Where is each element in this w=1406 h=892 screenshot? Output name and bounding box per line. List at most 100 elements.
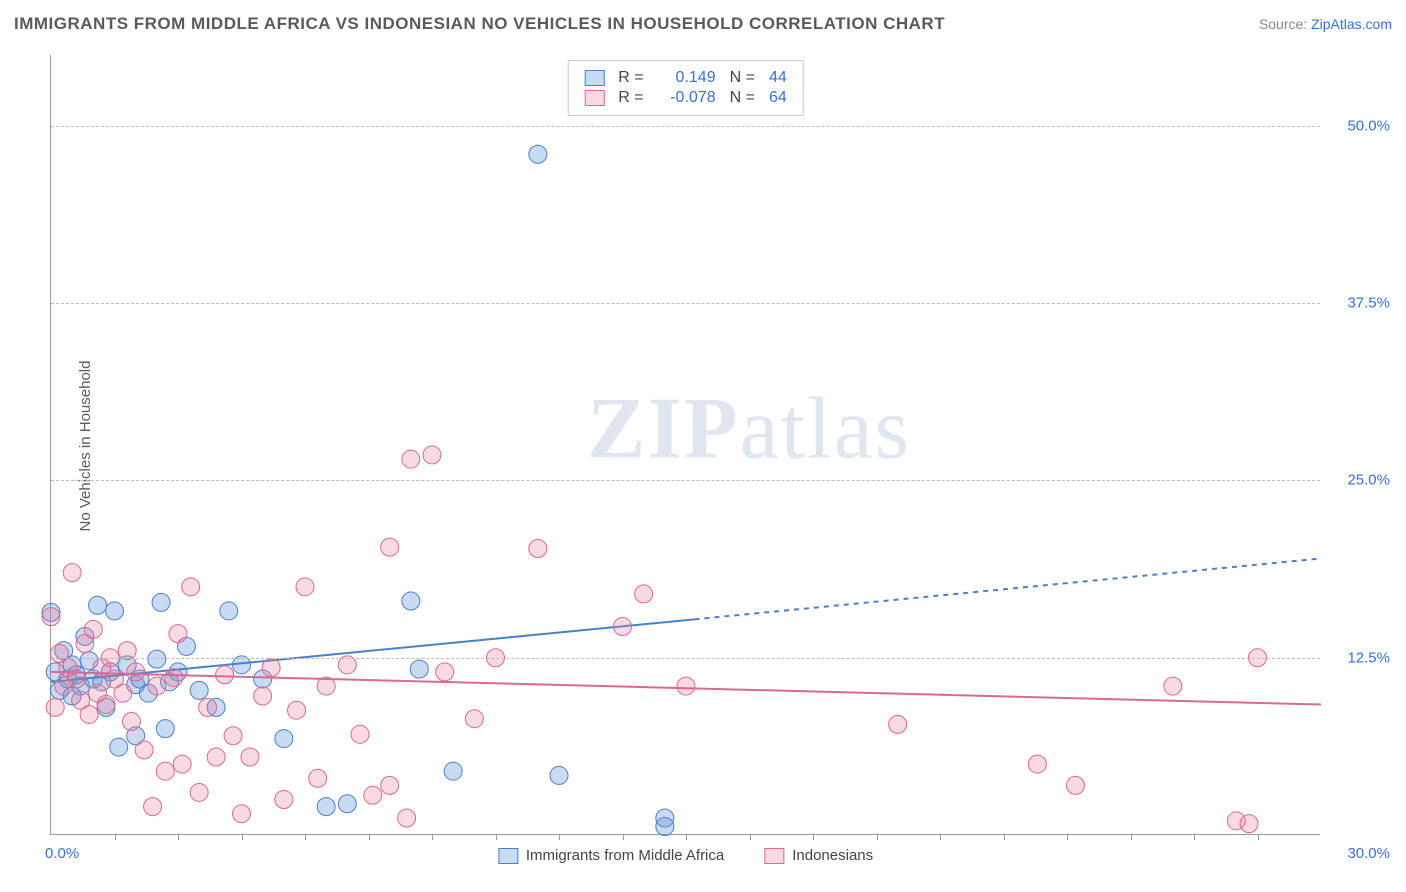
source: Source: ZipAtlas.com: [1259, 16, 1392, 32]
data-point: [262, 659, 280, 677]
x-tick: [432, 834, 433, 840]
data-point: [550, 766, 568, 784]
data-point: [122, 713, 140, 731]
data-point: [233, 805, 251, 823]
x-tick: [1131, 834, 1132, 840]
trend-line-dashed: [694, 558, 1321, 619]
data-point: [529, 145, 547, 163]
data-point: [220, 602, 238, 620]
x-tick: [1004, 834, 1005, 840]
gridline: [51, 126, 1320, 127]
data-point: [889, 715, 907, 733]
gridline: [51, 658, 1320, 659]
data-point: [1240, 815, 1258, 833]
x-tick: [1067, 834, 1068, 840]
x-tick: [877, 834, 878, 840]
data-point: [84, 620, 102, 638]
data-point: [529, 540, 547, 558]
x-tick: [305, 834, 306, 840]
data-point: [444, 762, 462, 780]
data-point: [80, 705, 98, 723]
data-point: [423, 446, 441, 464]
data-point: [110, 738, 128, 756]
data-point: [114, 684, 132, 702]
data-point: [402, 592, 420, 610]
legend-series: Immigrants from Middle Africa Indonesian…: [498, 847, 873, 864]
chart-svg: [51, 55, 1321, 835]
data-point: [156, 762, 174, 780]
data-point: [402, 450, 420, 468]
data-point: [436, 663, 454, 681]
gridline: [51, 480, 1320, 481]
data-point: [127, 663, 145, 681]
swatch-series-b: [584, 90, 604, 106]
chart-title: IMMIGRANTS FROM MIDDLE AFRICA VS INDONES…: [14, 14, 945, 34]
legend-r-label: R =: [618, 69, 643, 87]
x-tick: [940, 834, 941, 840]
swatch-series-a: [498, 848, 518, 864]
data-point: [677, 677, 695, 695]
data-point: [317, 798, 335, 816]
x-tick: [686, 834, 687, 840]
data-point: [97, 696, 115, 714]
y-tick-label: 50.0%: [1347, 117, 1390, 134]
y-tick-label: 25.0%: [1347, 472, 1390, 489]
trend-line: [51, 619, 694, 682]
data-point: [465, 710, 483, 728]
data-point: [199, 698, 217, 716]
data-point: [156, 720, 174, 738]
data-point: [42, 608, 60, 626]
data-point: [144, 798, 162, 816]
swatch-series-b: [764, 848, 784, 864]
source-link[interactable]: ZipAtlas.com: [1311, 16, 1392, 32]
y-tick-label: 12.5%: [1347, 649, 1390, 666]
data-point: [152, 593, 170, 611]
data-point: [338, 795, 356, 813]
legend-item: Indonesians: [764, 847, 873, 864]
x-tick: [369, 834, 370, 840]
data-point: [190, 681, 208, 699]
x-tick: [242, 834, 243, 840]
data-point: [148, 650, 166, 668]
x-tick: [559, 834, 560, 840]
x-tick: [1194, 834, 1195, 840]
data-point: [1028, 755, 1046, 773]
legend-n-label: N =: [730, 89, 755, 107]
data-point: [207, 748, 225, 766]
legend-stats-row: R = -0.078 N = 64: [584, 89, 786, 107]
chart-container: IMMIGRANTS FROM MIDDLE AFRICA VS INDONES…: [0, 0, 1406, 892]
x-axis-max-label: 30.0%: [1347, 845, 1390, 862]
x-tick: [115, 834, 116, 840]
data-point: [635, 585, 653, 603]
x-tick: [813, 834, 814, 840]
data-point: [296, 578, 314, 596]
x-tick: [750, 834, 751, 840]
data-point: [63, 564, 81, 582]
legend-r-value: 0.149: [658, 69, 716, 87]
plot-area: ZIPatlas R = 0.149 N = 44 R = -0.078 N =…: [50, 55, 1320, 835]
title-bar: IMMIGRANTS FROM MIDDLE AFRICA VS INDONES…: [14, 14, 1392, 34]
data-point: [1164, 677, 1182, 695]
source-prefix: Source:: [1259, 16, 1311, 32]
data-point: [656, 817, 674, 835]
legend-stats-row: R = 0.149 N = 44: [584, 69, 786, 87]
data-point: [398, 809, 416, 827]
data-point: [309, 769, 327, 787]
data-point: [190, 783, 208, 801]
data-point: [46, 698, 64, 716]
legend-item: Immigrants from Middle Africa: [498, 847, 724, 864]
legend-n-value: 64: [769, 89, 787, 107]
gridline: [51, 303, 1320, 304]
data-point: [364, 786, 382, 804]
x-tick: [1258, 834, 1259, 840]
x-axis-min-label: 0.0%: [45, 845, 79, 862]
y-tick-label: 37.5%: [1347, 295, 1390, 312]
data-point: [1066, 776, 1084, 794]
legend-r-label: R =: [618, 89, 643, 107]
data-point: [106, 602, 124, 620]
data-point: [381, 538, 399, 556]
data-point: [89, 596, 107, 614]
data-point: [381, 776, 399, 794]
data-point: [275, 730, 293, 748]
data-point: [275, 791, 293, 809]
